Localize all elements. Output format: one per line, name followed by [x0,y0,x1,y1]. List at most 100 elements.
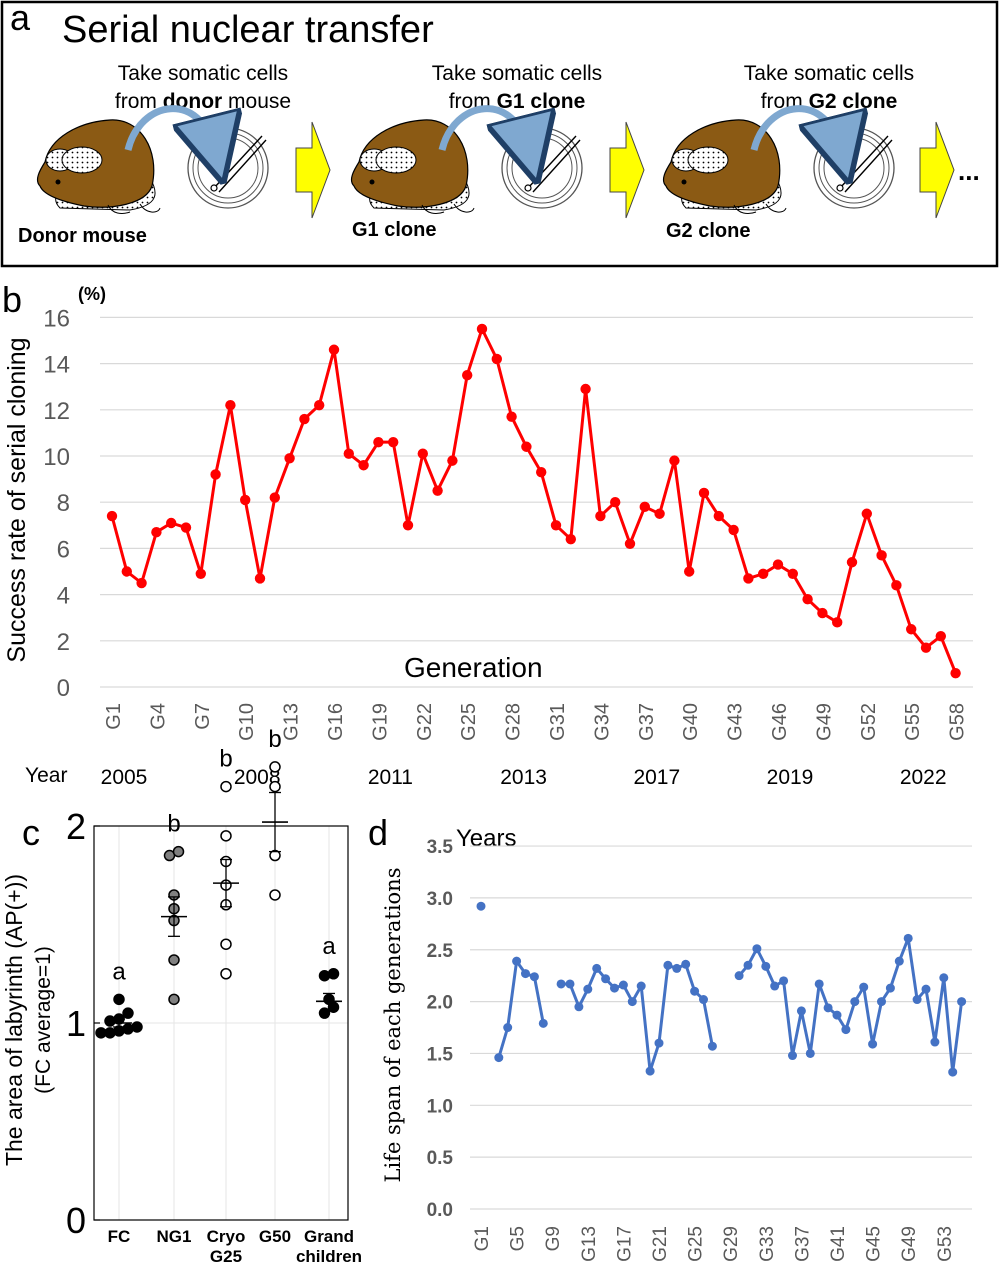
x-tick-label: G5 [508,1226,529,1251]
x-tick-label: G17 [614,1226,635,1262]
data-point [328,344,340,355]
y-tick-label: 2 [66,806,86,847]
x-tick-label: G46 [769,703,791,741]
significance-letter: b [167,811,180,838]
year-label: 2022 [900,766,947,789]
x-tick-label: G4 [147,703,169,730]
data-point [948,1067,958,1077]
x-tick-label: G19 [369,703,391,741]
data-point [885,983,895,993]
x-tick-label: G31 [547,703,569,741]
mouse-icon [350,119,475,214]
data-point [220,830,232,842]
data-point [580,383,591,395]
x-tick-label: FC [108,1227,131,1246]
data-point [654,1038,664,1048]
data-point [521,441,532,452]
data-point [868,1039,878,1049]
data-point [743,573,754,584]
y-tick-label: 3.0 [427,889,453,910]
dish-inner [197,137,259,199]
data-point [734,971,744,981]
panel-d-letter: d [368,812,388,853]
x-tick-label: G41 [828,1226,849,1262]
data-point [402,520,414,531]
data-point [388,436,399,448]
panel-b: b (%) Success rate of serial cloning 0 2 4… [2,279,973,789]
data-point [220,968,232,980]
data-point [583,984,593,994]
y-tick-label: 16 [43,305,70,332]
mouse-eye [369,179,375,185]
data-point [758,568,769,580]
x-tick-label: G28 [503,703,525,741]
transfer-arrow-icon [124,105,215,150]
y-tick-label: 3.5 [427,837,454,858]
dish-inner [511,137,573,199]
next-step-arrow-icon [609,121,645,219]
step-caption-line2: from G2 clone [761,90,898,113]
data-point [814,979,824,989]
mouse-eye [55,179,61,185]
mouse-icon [662,119,787,214]
data-point [752,944,762,954]
data-point [891,580,902,591]
x-tick-label: Grand [304,1227,354,1246]
data-point [494,1053,504,1063]
data-point [832,1010,842,1020]
x-tick-label: G7 [192,703,214,730]
x-tick-label: G22 [414,703,436,741]
data-point [417,448,428,459]
panel-a-ellipsis: ... [958,156,980,186]
data-point [772,559,784,570]
data-point [166,517,177,529]
data-point [684,566,695,577]
data-point [930,1037,940,1047]
series-line [110,327,957,674]
step-label: Donor mouse [18,225,147,247]
data-point [358,460,369,471]
data-point [861,508,872,519]
x-tick-label: NG1 [157,1227,192,1246]
data-point [269,761,281,773]
data-point [314,399,325,411]
step-label: G1 clone [352,219,436,241]
x-tick-label: G21 [650,1226,671,1262]
data-point [939,973,949,983]
x-tick-label: G37 [636,703,658,741]
x-tick-label: G50 [259,1227,291,1246]
data-point [639,501,650,513]
data-point [343,448,354,459]
series-line [737,936,964,1074]
petri-dish-icon [813,127,895,209]
data-point [841,1025,851,1035]
data-point [802,594,813,605]
data-point [476,323,488,335]
data-point [823,1003,833,1013]
next-step-arrow-icon [295,121,331,219]
data-point [859,982,869,992]
data-point [432,485,443,496]
data-point [168,954,180,966]
data-point [210,469,221,480]
data-point [713,510,724,522]
step-caption-line1: Take somatic cells [118,62,288,85]
data-point [168,993,180,1006]
next-step-arrow-icon [919,121,955,219]
step-caption-line1: Take somatic cells [744,62,914,85]
year-label: 2005 [101,766,148,789]
mouse-icon [36,119,161,214]
dish-inner [823,137,885,199]
cell [836,184,844,192]
panel-c-y-axis-label: The area of labyrinth (AP(+)) [1,874,27,1166]
data-point [595,510,606,522]
x-tick-label: children [296,1247,362,1266]
x-tick-label: G29 [721,1226,742,1262]
data-point [805,1048,815,1058]
data-point [876,550,887,561]
significance-letter: b [268,726,281,753]
data-point [512,956,522,966]
data-point [299,413,310,425]
data-point [636,981,646,991]
